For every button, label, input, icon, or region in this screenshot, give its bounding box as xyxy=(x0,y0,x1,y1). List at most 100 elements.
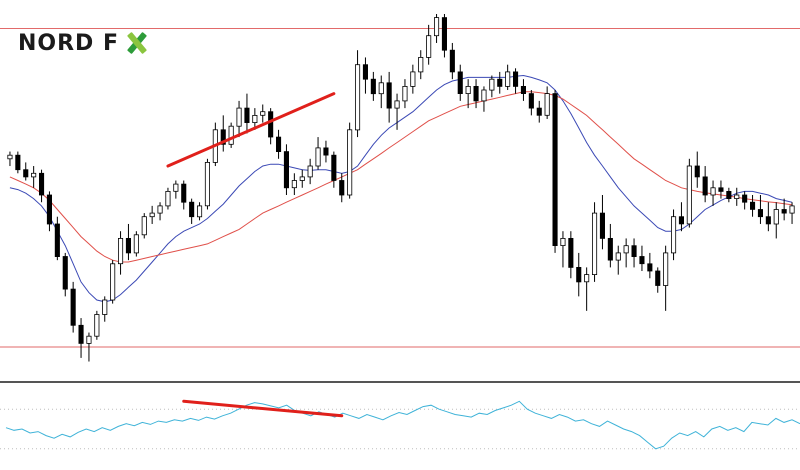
bearish-candle xyxy=(339,180,345,196)
bullish-candle xyxy=(291,180,297,189)
bullish-candle xyxy=(196,205,203,218)
bearish-candle xyxy=(639,256,645,265)
bullish-candle xyxy=(110,263,116,301)
bullish-candle xyxy=(623,245,629,254)
bullish-candle xyxy=(31,172,37,178)
bullish-candle xyxy=(173,183,179,192)
bearish-candle xyxy=(70,288,76,326)
bullish-candle xyxy=(663,252,669,286)
bearish-candle xyxy=(513,71,519,87)
bearish-candle xyxy=(647,263,653,272)
bullish-candle xyxy=(86,335,92,344)
bullish-candle xyxy=(307,165,313,178)
bullish-candle xyxy=(710,187,716,196)
bearish-candle xyxy=(765,216,771,225)
bullish-candle xyxy=(465,86,471,95)
bearish-candle xyxy=(457,71,463,95)
bearish-candle xyxy=(62,256,68,290)
bullish-candle xyxy=(347,129,353,196)
bearish-candle xyxy=(189,201,195,218)
bullish-candle xyxy=(149,212,155,218)
bullish-candle xyxy=(118,237,124,265)
bearish-candle xyxy=(655,270,661,286)
bullish-candle xyxy=(165,190,171,207)
bearish-candle xyxy=(275,136,282,153)
bearish-candle xyxy=(268,111,274,138)
bullish-candle xyxy=(584,274,590,283)
bearish-candle xyxy=(631,245,637,257)
bearish-candle xyxy=(528,93,534,109)
bullish-candle xyxy=(433,17,440,37)
bearish-candle xyxy=(757,209,763,218)
bearish-candle xyxy=(781,209,787,214)
bullish-candle xyxy=(102,299,108,315)
bullish-candle xyxy=(299,176,305,181)
bearish-candle xyxy=(15,154,21,171)
bearish-candle xyxy=(750,201,756,210)
bearish-candle xyxy=(323,147,329,156)
bullish-candle xyxy=(592,212,598,276)
bearish-candle xyxy=(568,237,574,268)
bullish-candle xyxy=(489,78,495,91)
bearish-candle xyxy=(125,237,132,254)
bearish-candle xyxy=(23,169,29,178)
bullish-candle xyxy=(94,314,100,337)
bearish-candle xyxy=(473,86,479,102)
bullish-candle xyxy=(481,89,487,102)
bearish-candle xyxy=(678,216,684,225)
bearish-candle xyxy=(497,78,503,87)
bearish-candle xyxy=(78,324,84,344)
bullish-candle xyxy=(418,57,424,73)
bullish-candle xyxy=(378,82,384,95)
bullish-candle xyxy=(260,111,266,116)
bearish-candle xyxy=(46,194,52,225)
bearish-candle xyxy=(726,190,732,199)
oscillator-line xyxy=(5,400,800,450)
bearish-candle xyxy=(742,194,748,203)
bullish-candle xyxy=(236,107,242,127)
bullish-candle xyxy=(773,209,779,225)
logo-x-mark xyxy=(125,31,149,55)
bearish-candle xyxy=(599,212,605,239)
bullish-candle xyxy=(141,216,147,236)
bearish-candle xyxy=(181,183,187,203)
bearish-candle xyxy=(386,82,392,109)
bullish-candle xyxy=(228,125,234,145)
bullish-candle xyxy=(505,71,511,87)
bullish-candle xyxy=(686,165,692,225)
bullish-candle xyxy=(133,234,139,254)
bullish-candle xyxy=(615,252,621,261)
bullish-candle xyxy=(7,154,13,160)
bearish-candle xyxy=(552,93,558,246)
bearish-candle xyxy=(520,86,526,95)
bullish-candle xyxy=(157,205,163,214)
bearish-candle xyxy=(702,176,708,196)
bearish-candle xyxy=(607,237,613,261)
bearish-candle xyxy=(370,78,376,95)
logo-wordmark: NORD F xyxy=(18,30,120,56)
bullish-candle xyxy=(402,86,408,102)
bullish-candle xyxy=(410,71,416,87)
slow-ma-line xyxy=(9,91,793,263)
price-trendline xyxy=(166,92,336,168)
bullish-candle xyxy=(394,100,400,109)
bearish-candle xyxy=(39,172,45,196)
oscillator-trendline xyxy=(182,399,344,418)
bullish-candle xyxy=(734,194,740,199)
bearish-candle xyxy=(718,187,724,192)
bullish-candle xyxy=(315,147,321,167)
bullish-candle xyxy=(789,205,795,214)
bearish-candle xyxy=(220,129,226,145)
bearish-candle xyxy=(283,151,289,189)
nordfx-logo: NORD F xyxy=(18,30,149,56)
bullish-candle xyxy=(252,115,258,124)
bearish-candle xyxy=(331,154,337,181)
bearish-candle xyxy=(536,107,542,116)
bullish-candle xyxy=(560,237,566,246)
bearish-candle xyxy=(576,266,582,283)
bearish-candle xyxy=(449,49,455,73)
bullish-candle xyxy=(354,64,361,131)
bearish-candle xyxy=(362,64,368,80)
bearish-candle xyxy=(244,107,250,123)
